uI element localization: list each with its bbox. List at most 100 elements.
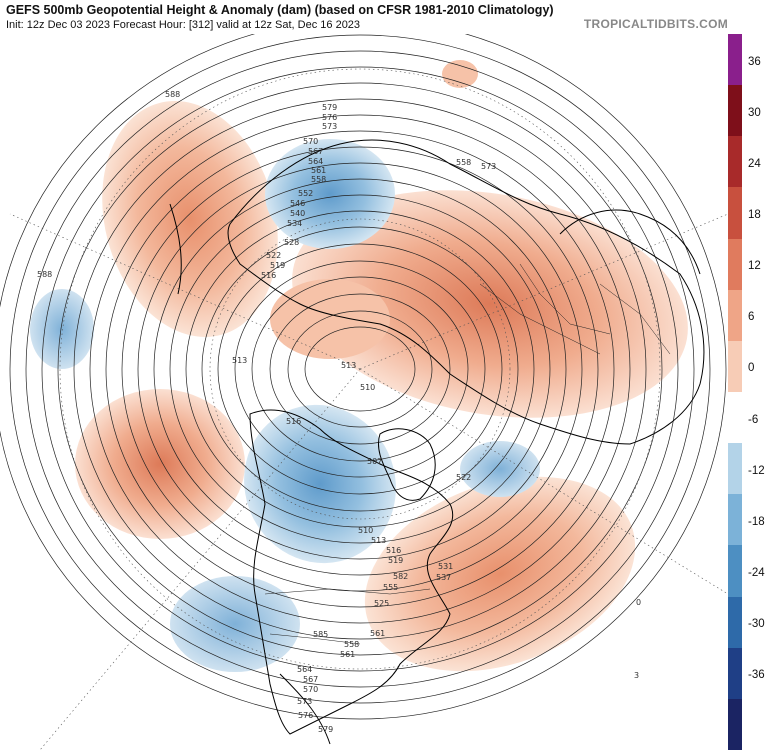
contour-label: 516	[286, 417, 301, 426]
contour-label: 558	[456, 158, 471, 167]
contour-label: 552	[298, 189, 313, 198]
contour-label: 588	[165, 90, 180, 99]
contour-label: 564	[308, 157, 323, 166]
height-contour	[234, 260, 486, 478]
coastline-north-america	[249, 409, 454, 735]
contour-label: 576	[322, 113, 337, 122]
colorbar-swatch	[728, 647, 742, 700]
contour-label: 510	[358, 526, 373, 535]
contour-labels: 588 588 579 576 573 570 567 564 561 558 …	[37, 90, 641, 734]
height-contour	[251, 276, 469, 462]
coastlines	[169, 139, 705, 745]
colorbar-swatch	[728, 136, 742, 188]
contour-label: 567	[303, 675, 318, 684]
contour-label: 516	[261, 271, 276, 280]
forecast-info: Init: 12z Dec 03 2023 Forecast Hour: [31…	[6, 19, 361, 31]
contour-label: 582	[393, 572, 408, 581]
contour-label: 567	[308, 147, 323, 156]
borders	[264, 263, 671, 645]
colorbar-label: -6	[748, 413, 759, 426]
height-contour	[269, 293, 451, 445]
colorbar-swatch	[728, 698, 742, 750]
contour-label: 561	[370, 629, 385, 638]
height-contour	[89, 114, 631, 624]
contour-label: 555	[383, 583, 398, 592]
colorbar-label: 6	[748, 311, 755, 324]
contour-label: 513	[371, 536, 386, 545]
map-title: GEFS 500mb Geopotential Height & Anomaly…	[6, 3, 554, 17]
warm-anomaly	[75, 389, 245, 539]
contour-label: 585	[313, 630, 328, 639]
height-contour	[73, 98, 647, 640]
colorbar-label: -24	[748, 567, 765, 579]
colorbar-label: 30	[748, 106, 761, 119]
colorbar-label: -18	[748, 515, 765, 528]
height-contour	[153, 178, 567, 560]
colorbar-label: -36	[748, 669, 765, 682]
colorbar-swatch	[728, 85, 742, 137]
colorbar-swatch	[728, 545, 742, 598]
contour-label: 522	[456, 473, 471, 482]
warm-anomaly	[102, 101, 278, 337]
contour-label: 573	[481, 162, 496, 171]
site-credit: TROPICALTIDBITS.COM	[583, 17, 728, 31]
colorbar-swatch	[728, 596, 742, 649]
contour-label: 546	[290, 199, 305, 208]
contour-label: 561	[340, 650, 355, 659]
contour-label: 3	[634, 671, 639, 680]
coastline-mexico	[279, 673, 331, 745]
cool-anomaly	[244, 404, 396, 564]
height-contour	[185, 210, 535, 528]
cool-anomaly	[30, 289, 94, 369]
contour-label: 570	[303, 137, 318, 146]
contour-label: 564	[297, 665, 312, 674]
contour-label: 579	[318, 725, 333, 734]
contour-label: 573	[322, 122, 337, 131]
height-contour	[0, 34, 727, 720]
colorbar-swatch	[728, 34, 742, 86]
height-contour	[121, 146, 599, 592]
colorbar-label: 18	[748, 209, 761, 221]
contour-label: 558	[344, 640, 359, 649]
header: GEFS 500mb Geopotential Height & Anomaly…	[0, 0, 768, 34]
contour-label: 558	[311, 175, 326, 184]
contour-label: 507	[367, 457, 382, 466]
coastline-greenland	[377, 428, 436, 501]
contour-label: 531	[438, 562, 453, 571]
contour-label: 516	[386, 546, 401, 555]
contour-label: 537	[436, 573, 451, 582]
height-contour	[287, 310, 433, 428]
latitude-circles	[9, 68, 728, 750]
height-contour	[137, 162, 583, 576]
height-contours	[0, 34, 727, 720]
warm-anomaly	[364, 476, 636, 672]
warm-anomaly	[270, 279, 390, 359]
contour-label: 534	[287, 219, 302, 228]
colorbar-swatch	[728, 238, 742, 291]
colorbar-label: 36	[748, 55, 761, 68]
contour-label: 528	[284, 238, 299, 247]
contour-label: 570	[303, 685, 318, 694]
height-contour	[25, 50, 695, 688]
colorbar-swatch	[728, 340, 742, 393]
contour-label: 561	[311, 166, 326, 175]
warm-anomaly	[442, 60, 478, 88]
cool-anomaly	[265, 139, 395, 249]
height-contour	[41, 66, 679, 672]
contour-label: 588	[37, 270, 52, 279]
height-contour	[304, 326, 416, 412]
colorbar: 36 30 24 18 12 6 0 -6 -12 -18 -24 -30 -36	[728, 34, 768, 750]
contour-label: 513	[341, 361, 356, 370]
contour-label: 540	[290, 209, 305, 218]
coastline-europe	[559, 209, 701, 275]
colorbar-swatch	[728, 392, 742, 444]
coastline-eurasia	[227, 139, 705, 445]
height-contour	[169, 194, 551, 544]
colorbar-label: 0	[748, 362, 755, 375]
height-contour	[217, 243, 503, 495]
contour-label: 573	[297, 697, 312, 706]
polar-stereographic-map: 588 588 579 576 573 570 567 564 561 558 …	[0, 34, 728, 750]
contour-label: 522	[266, 251, 281, 260]
contour-label: 519	[270, 261, 285, 270]
contour-label: 513	[232, 356, 247, 365]
